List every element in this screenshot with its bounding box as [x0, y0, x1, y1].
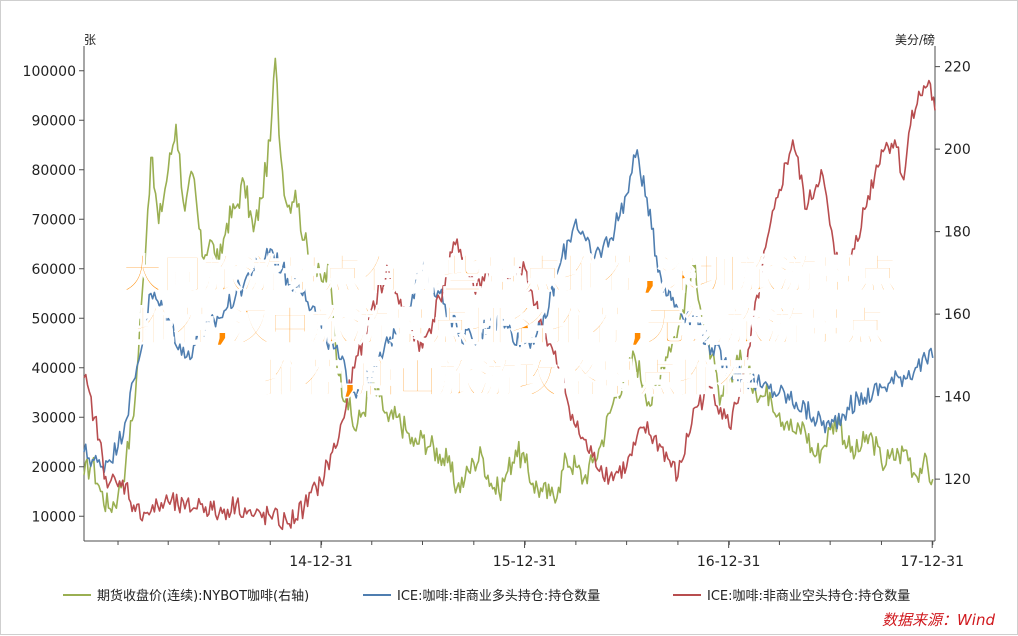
right-tick-label: 120 [944, 472, 971, 488]
left-tick-label: 90000 [31, 113, 76, 129]
axes-layer: 张 美分/磅 100000 90000 80000 70000 60000 50000 4000… [23, 32, 971, 570]
left-axis-unit: 张 [84, 33, 96, 47]
x-tick-label: 17-12-31 [900, 554, 964, 570]
right-tick-label: 160 [944, 307, 971, 323]
left-tick-label: 30000 [31, 410, 76, 426]
left-tick-label: 50000 [31, 311, 76, 327]
left-tick-label: 100000 [23, 64, 76, 80]
series-line-3 [83, 79, 936, 531]
left-tick-label: 40000 [31, 361, 76, 377]
source-note: 数据来源：Wind [881, 611, 995, 629]
legend-layer: 期货收盘价(连续):NYBOT咖啡(右轴) ICE:咖啡:非商业多头持仓:持仓数量… [63, 588, 910, 604]
left-tick-label: 20000 [31, 460, 76, 476]
x-tick-label: 15-12-31 [493, 554, 557, 570]
left-tick-label: 10000 [31, 509, 76, 525]
series-line-2 [83, 149, 934, 474]
right-axis-unit: 美分/磅 [895, 32, 935, 47]
series-layer [83, 57, 936, 531]
legend-label-2: ICE:咖啡:非商业多头持仓:持仓数量 [397, 588, 600, 604]
legend-label-1: 期货收盘价(连续):NYBOT咖啡(右轴) [97, 588, 309, 604]
left-tick-label: 80000 [31, 163, 76, 179]
legend-label-3: ICE:咖啡:非商业空头持仓:持仓数量 [707, 589, 910, 604]
right-tick-label: 180 [944, 225, 971, 241]
right-tick-label: 220 [944, 60, 971, 76]
left-tick-label: 60000 [31, 262, 76, 278]
right-tick-label: 200 [944, 142, 971, 158]
x-tick-label: 16-12-31 [697, 554, 761, 570]
series-line-1 [83, 57, 934, 514]
right-tick-label: 140 [944, 390, 971, 406]
left-tick-label: 70000 [31, 212, 76, 228]
x-tick-label: 14-12-31 [289, 554, 353, 570]
